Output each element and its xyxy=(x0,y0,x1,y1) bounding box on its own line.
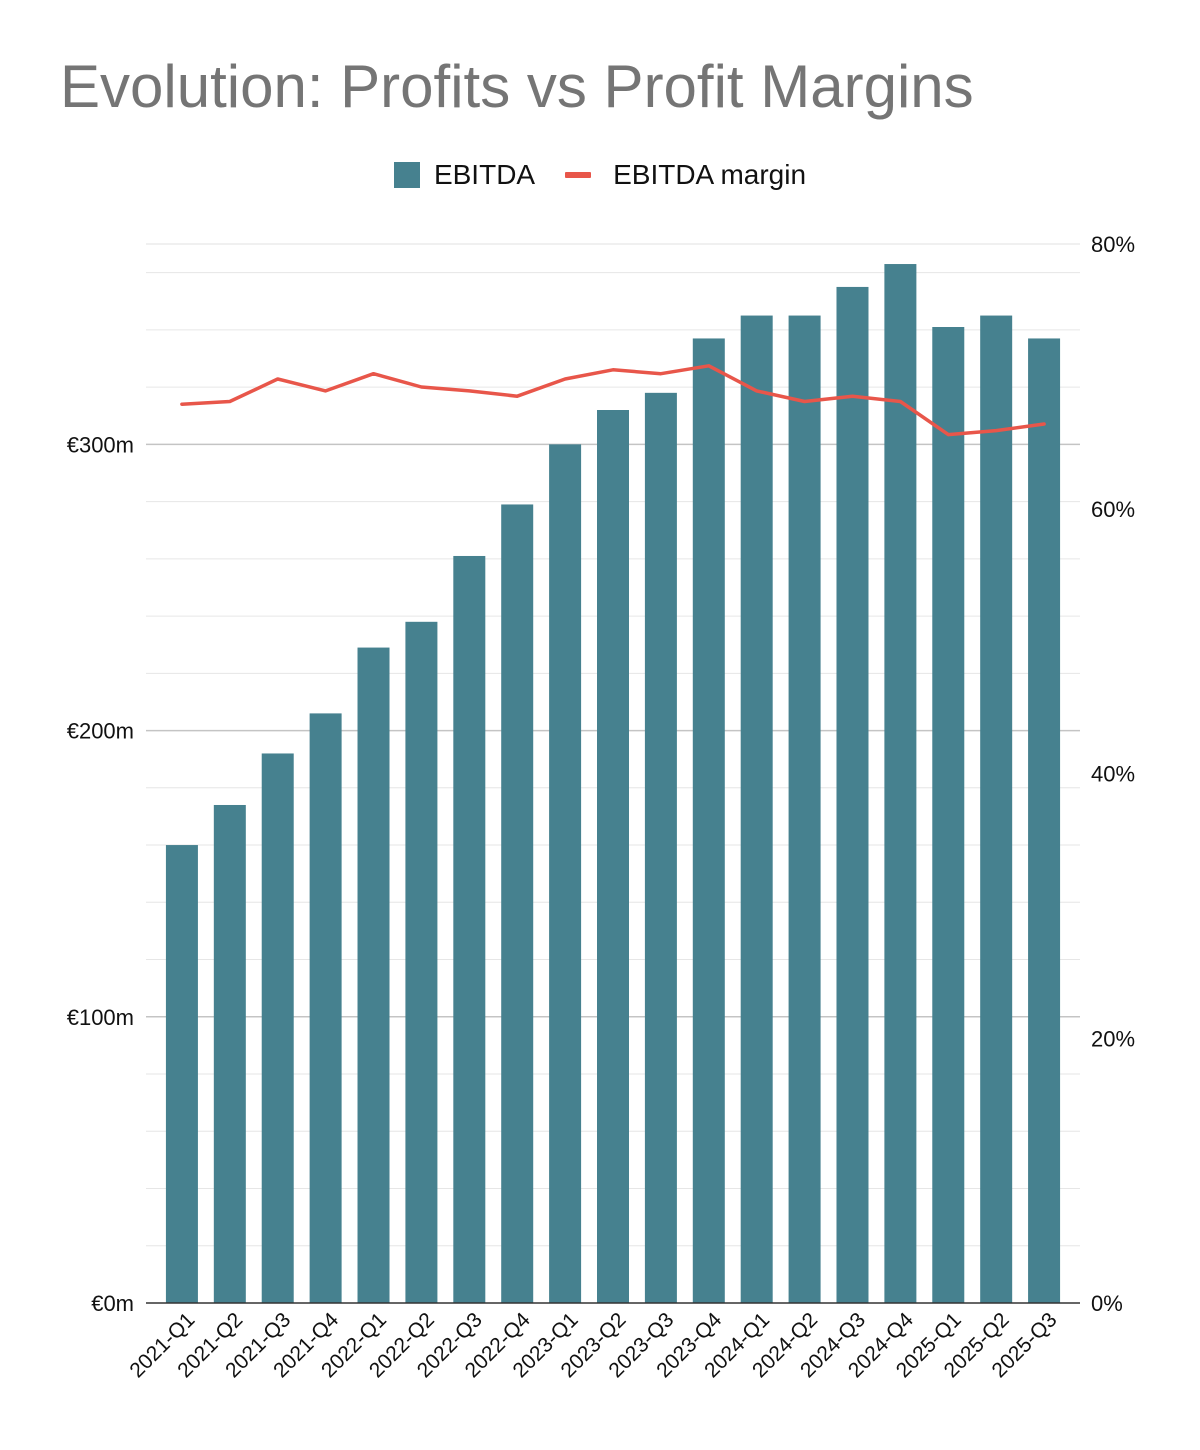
y-right-tick-label: 40% xyxy=(1091,762,1135,787)
bar-ebitda[interactable] xyxy=(597,410,629,1304)
bar-ebitda[interactable] xyxy=(980,315,1013,1303)
legend-item-ebitda-margin[interactable]: EBITDA margin xyxy=(535,159,806,191)
y-right-tick-label: 0% xyxy=(1091,1291,1123,1316)
y-left-tick-label: €200m xyxy=(67,719,134,744)
bar-ebitda[interactable] xyxy=(453,555,486,1303)
legend-label-ebitda: EBITDA xyxy=(433,159,536,190)
line-ebitda-margin[interactable] xyxy=(180,364,1046,437)
bar-ebitda[interactable] xyxy=(644,392,677,1304)
bar-ebitda[interactable] xyxy=(836,286,869,1303)
margin-line xyxy=(180,364,1046,437)
bar-ebitda[interactable] xyxy=(788,315,821,1303)
bar-ebitda[interactable] xyxy=(405,621,438,1303)
bars xyxy=(165,264,1061,1304)
legend-swatch-ebitda-margin xyxy=(565,172,592,178)
y-left-tick-label: €100m xyxy=(67,1005,134,1030)
bar-ebitda[interactable] xyxy=(261,753,294,1303)
legend: EBITDA EBITDA margin xyxy=(0,157,1200,193)
chart-title: Evolution: Profits vs Profit Margins xyxy=(60,53,974,120)
y-right-tick-label: 80% xyxy=(1091,232,1135,257)
bar-ebitda[interactable] xyxy=(884,264,917,1303)
legend-swatch-ebitda xyxy=(393,162,420,188)
y-right-tick-label: 60% xyxy=(1091,497,1135,522)
y-right-tick-label: 20% xyxy=(1091,1026,1135,1051)
bar-ebitda[interactable] xyxy=(309,713,342,1303)
bar-ebitda[interactable] xyxy=(165,845,198,1303)
bar-ebitda[interactable] xyxy=(501,504,534,1303)
legend-label-ebitda-margin: EBITDA margin xyxy=(613,159,807,190)
legend-item-ebitda[interactable]: EBITDA xyxy=(393,159,536,191)
bar-ebitda[interactable] xyxy=(357,647,390,1303)
bar-ebitda[interactable] xyxy=(1028,338,1061,1303)
y-left-tick-label: €300m xyxy=(67,432,134,457)
bar-ebitda[interactable] xyxy=(213,804,246,1303)
bar-ebitda[interactable] xyxy=(692,338,725,1303)
bar-ebitda[interactable] xyxy=(740,315,773,1303)
y-left-tick-label: €0m xyxy=(91,1291,134,1316)
bar-ebitda[interactable] xyxy=(549,444,582,1304)
bar-ebitda[interactable] xyxy=(932,327,965,1304)
